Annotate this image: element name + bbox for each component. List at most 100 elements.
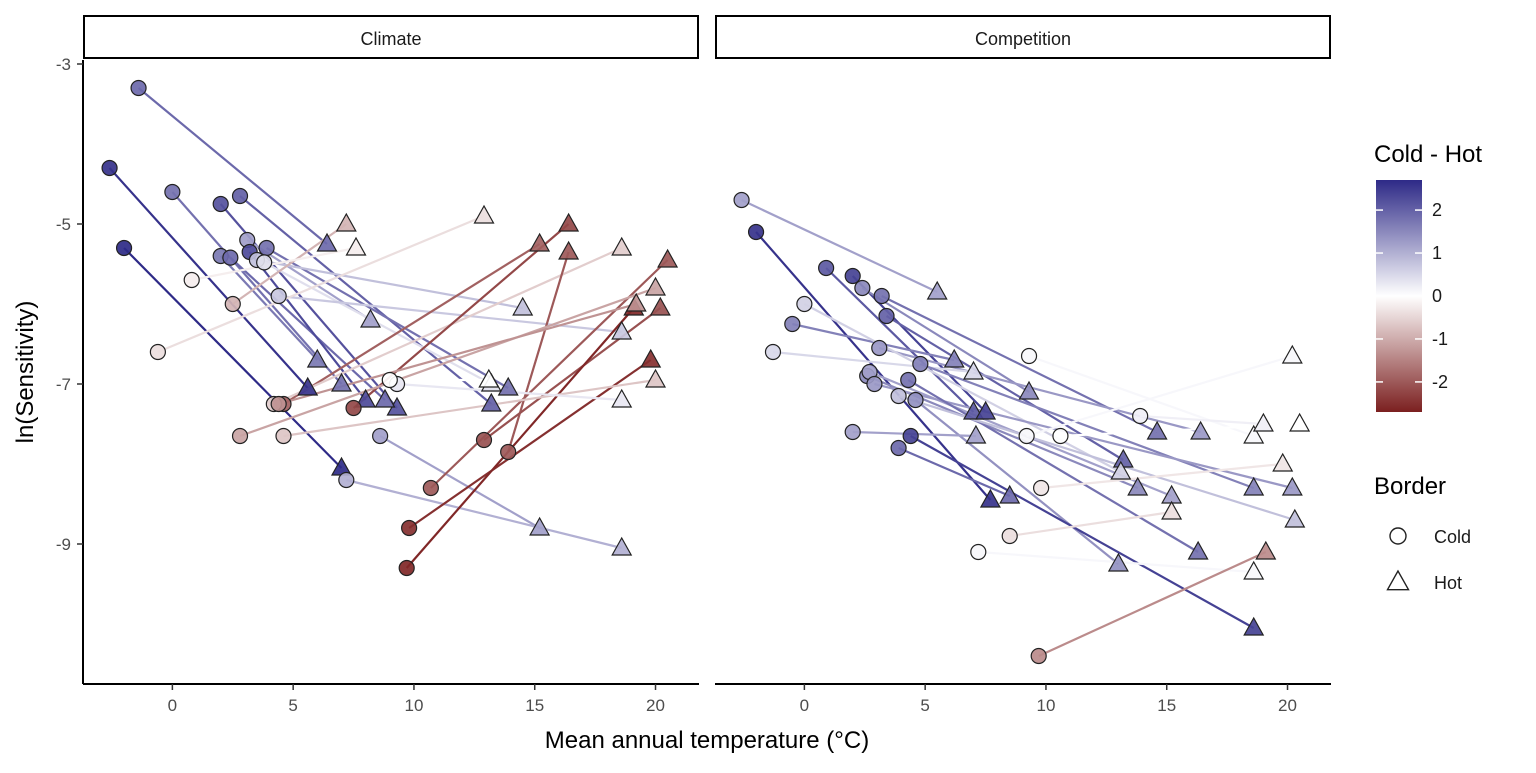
cold-border-point <box>475 431 493 449</box>
hot-border-point <box>657 248 679 268</box>
hot-border-point <box>1112 448 1134 468</box>
facet-strip-label: Climate <box>360 29 421 49</box>
cold-border-point <box>398 559 415 577</box>
hot-border-point <box>1187 540 1209 560</box>
hot-border-point <box>979 488 1001 508</box>
legend-triangle-symbol <box>1386 569 1410 591</box>
shape-legend-label: Cold <box>1434 527 1471 547</box>
cold-border-point <box>222 249 239 266</box>
y-tick-label: -9 <box>56 535 71 554</box>
connector-line <box>283 378 656 438</box>
cold-border-point <box>970 543 987 561</box>
connector-line <box>910 435 1255 629</box>
hot-border-point <box>297 376 319 396</box>
facet-strip <box>83 15 699 59</box>
hot-border-point <box>1243 560 1265 580</box>
connector-line <box>483 307 662 441</box>
connector-line <box>123 247 343 469</box>
connector-line <box>1041 462 1283 490</box>
connector-line <box>874 382 1293 490</box>
x-tick-label: 15 <box>525 696 544 715</box>
hot-border-point <box>1107 552 1129 572</box>
cold-border-point <box>866 375 883 393</box>
hot-border-point <box>611 536 633 556</box>
connector-line <box>898 446 1011 498</box>
hot-border-point <box>962 360 985 380</box>
connector-line <box>825 267 975 413</box>
hot-border-point <box>1018 380 1040 400</box>
cold-border-point <box>115 239 133 257</box>
x-tick-label: 10 <box>1036 696 1055 715</box>
x-tick-label: 15 <box>1157 696 1176 715</box>
cold-border-point <box>890 439 907 457</box>
cold-border-point <box>256 254 273 271</box>
cold-border-point <box>422 479 439 497</box>
legend-circle-symbol <box>1389 527 1407 545</box>
cold-border-point <box>270 287 287 305</box>
hot-border-point <box>1161 484 1183 504</box>
hot-border-point <box>1252 412 1274 432</box>
hot-border-point <box>649 296 671 316</box>
hot-border-point <box>316 232 338 252</box>
cold-border-point <box>1132 407 1149 425</box>
cold-border-point <box>844 423 861 441</box>
cold-border-point <box>1033 479 1050 497</box>
connector-line <box>1026 354 1293 438</box>
shape-legend-title: Border <box>1374 473 1446 500</box>
hot-border-point <box>335 212 357 232</box>
hot-border-point <box>529 232 551 252</box>
cold-border-point <box>733 191 750 209</box>
cold-border-point <box>1001 527 1018 545</box>
hot-border-point <box>558 212 580 232</box>
cold-border-point <box>784 315 801 333</box>
hot-border-point <box>611 320 633 340</box>
hot-border-point <box>1161 500 1183 520</box>
cold-border-point <box>1052 427 1069 445</box>
connector-line <box>405 307 635 569</box>
hot-border-point <box>355 388 377 408</box>
connector-line <box>239 195 492 405</box>
connector-line <box>1009 510 1172 538</box>
connector-line <box>907 379 1199 553</box>
connector-line <box>1028 354 1255 438</box>
hot-border-point <box>926 280 948 300</box>
connector-line <box>266 247 509 389</box>
data-points <box>101 79 679 577</box>
connector-line <box>256 258 523 310</box>
color-legend-title: Cold - Hot <box>1374 141 1482 168</box>
cold-border-point <box>164 183 181 201</box>
hot-border-point <box>1284 508 1306 528</box>
connector-line <box>248 251 367 401</box>
panel-climate: Climate -3 -5 -7 -9 0 5 10 15 20 <box>56 15 699 715</box>
hot-border-point <box>611 236 633 256</box>
hot-border-point <box>943 348 965 368</box>
x-tick-label: 20 <box>1278 696 1297 715</box>
cold-border-point <box>907 391 924 409</box>
cold-border-point <box>818 259 835 277</box>
data-points <box>733 191 1311 665</box>
cold-border-point <box>796 295 813 313</box>
cold-border-point <box>878 307 895 325</box>
x-tick-label: 5 <box>288 696 297 715</box>
hot-border-point <box>374 388 396 408</box>
hot-border-point <box>1281 344 1303 364</box>
cold-border-point <box>902 427 919 445</box>
x-tick-label: 0 <box>168 696 177 715</box>
hot-border-point <box>558 240 580 260</box>
connector-line <box>278 294 622 334</box>
hot-border-point <box>330 372 353 392</box>
connector-line <box>137 87 328 245</box>
color-scale-tick-label: 0 <box>1432 286 1442 306</box>
hot-border-point <box>1272 452 1294 472</box>
hot-border-point <box>306 348 328 368</box>
hot-border-point <box>1243 476 1265 496</box>
cold-border-point <box>873 287 890 305</box>
hot-border-point <box>1281 476 1303 496</box>
hot-border-point <box>1243 616 1265 636</box>
cold-border-point <box>372 427 389 445</box>
cold-border-point <box>401 519 418 537</box>
hot-border-point <box>965 424 987 444</box>
facet-strip-label: Competition <box>975 29 1071 49</box>
connector-line <box>914 399 1120 565</box>
